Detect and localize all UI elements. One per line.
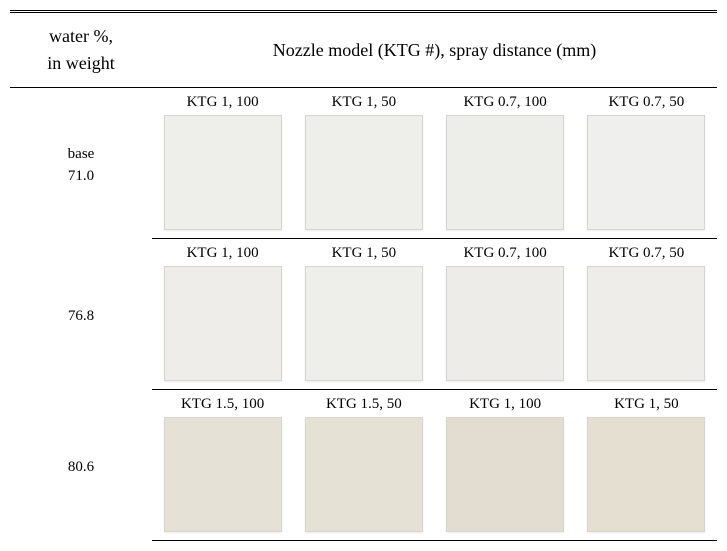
header-left-text: water %, in weight	[47, 26, 115, 73]
row-0-labels: base 71.0 KTG 1, 100 KTG 1, 50 KTG 0.7, …	[10, 88, 717, 114]
row-2-left-0: 80.6	[14, 456, 148, 479]
cell-label: KTG 0.7, 50	[576, 239, 717, 265]
sample-swatch	[164, 417, 282, 532]
sample-swatch	[164, 266, 282, 381]
sample-swatch	[587, 417, 705, 532]
cell-label: KTG 0.7, 50	[576, 88, 717, 114]
sample-swatch	[305, 115, 423, 230]
row-1-labels: 76.8 KTG 1, 100 KTG 1, 50 KTG 0.7, 100 K…	[10, 239, 717, 265]
cell-label: KTG 0.7, 100	[435, 88, 576, 114]
cell-label: KTG 1, 50	[293, 239, 434, 265]
header-left: water %, in weight	[10, 12, 152, 88]
cell-label: KTG 1, 50	[293, 88, 434, 114]
cell-label: KTG 0.7, 100	[435, 239, 576, 265]
row-0-left: base 71.0	[10, 88, 152, 239]
sample-swatch	[446, 417, 564, 532]
row-1-left-0: 76.8	[14, 305, 148, 328]
cell-label: KTG 1, 100	[152, 239, 293, 265]
row-0-left-0: base	[14, 143, 148, 166]
sample-swatch	[305, 417, 423, 532]
sample-swatch	[164, 115, 282, 230]
cell-label: KTG 1.5, 50	[293, 390, 434, 416]
sample-swatch	[587, 115, 705, 230]
cell-label: KTG 1, 100	[152, 88, 293, 114]
sample-swatch	[305, 266, 423, 381]
cell-label: KTG 1, 50	[576, 390, 717, 416]
row-2-labels: 80.6 KTG 1.5, 100 KTG 1.5, 50 KTG 1, 100…	[10, 390, 717, 416]
row-1-left: 76.8	[10, 239, 152, 390]
sample-swatch	[587, 266, 705, 381]
cell-label: KTG 1, 100	[435, 390, 576, 416]
spray-table: water %, in weight Nozzle model (KTG #),…	[10, 10, 717, 541]
sample-swatch	[446, 266, 564, 381]
sample-swatch	[446, 115, 564, 230]
row-2-left: 80.6	[10, 390, 152, 541]
header-right: Nozzle model (KTG #), spray distance (mm…	[152, 12, 717, 88]
row-0-left-1: 71.0	[14, 165, 148, 188]
cell-label: KTG 1.5, 100	[152, 390, 293, 416]
